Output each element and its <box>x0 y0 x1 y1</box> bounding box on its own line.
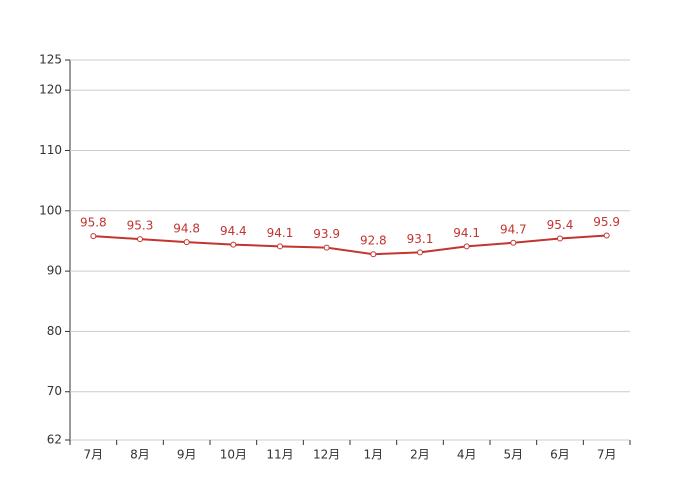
data-label: 94.1 <box>267 226 294 240</box>
data-label: 95.9 <box>593 215 620 229</box>
data-label: 94.1 <box>453 226 480 240</box>
data-label: 95.8 <box>80 216 107 230</box>
data-label: 95.3 <box>127 219 154 233</box>
point <box>417 249 423 256</box>
y-tick-label: 100 <box>39 203 62 217</box>
point <box>183 239 190 246</box>
x-tick-label: 5月 <box>504 448 524 462</box>
x-tick-label: 10月 <box>220 448 247 462</box>
point <box>510 239 517 246</box>
y-tick-label: 70 <box>47 384 62 398</box>
point <box>90 233 97 240</box>
y-tick-label: 125 <box>39 53 62 67</box>
x-tick-label: 12月 <box>313 448 340 462</box>
data-label: 94.8 <box>173 222 200 236</box>
y-tick-label: 120 <box>39 83 62 97</box>
data-label: 95.4 <box>547 218 574 232</box>
x-tick-label: 2月 <box>410 448 430 462</box>
point <box>463 243 470 250</box>
y-tick-label: 110 <box>39 143 62 157</box>
data-label: 94.7 <box>500 222 527 236</box>
line <box>93 234 607 256</box>
x-tick-label: 4月 <box>457 448 477 462</box>
x-tick-label: 6月 <box>550 448 570 462</box>
x-tick-label: 9月 <box>177 448 197 462</box>
x-tick-label: 7月 <box>597 448 617 462</box>
data-label: 93.9 <box>313 227 340 241</box>
point <box>277 243 283 250</box>
data-label: 92.8 <box>360 234 387 248</box>
x-tick-label: 7月 <box>84 448 104 462</box>
point <box>137 236 143 243</box>
point <box>370 251 377 258</box>
y-tick-label: 90 <box>47 264 62 278</box>
point <box>557 235 563 242</box>
data-label: 94.4 <box>220 224 247 238</box>
x-tick-label: 8月 <box>130 448 150 462</box>
x-tick-label: 11月 <box>266 448 293 462</box>
y-tick-label: 62 <box>47 433 62 447</box>
y-tick-label: 80 <box>47 324 62 338</box>
point <box>323 244 330 251</box>
point <box>230 241 237 248</box>
data-label: 93.1 <box>407 232 434 246</box>
x-tick-label: 1月 <box>364 448 384 462</box>
point <box>603 232 610 239</box>
